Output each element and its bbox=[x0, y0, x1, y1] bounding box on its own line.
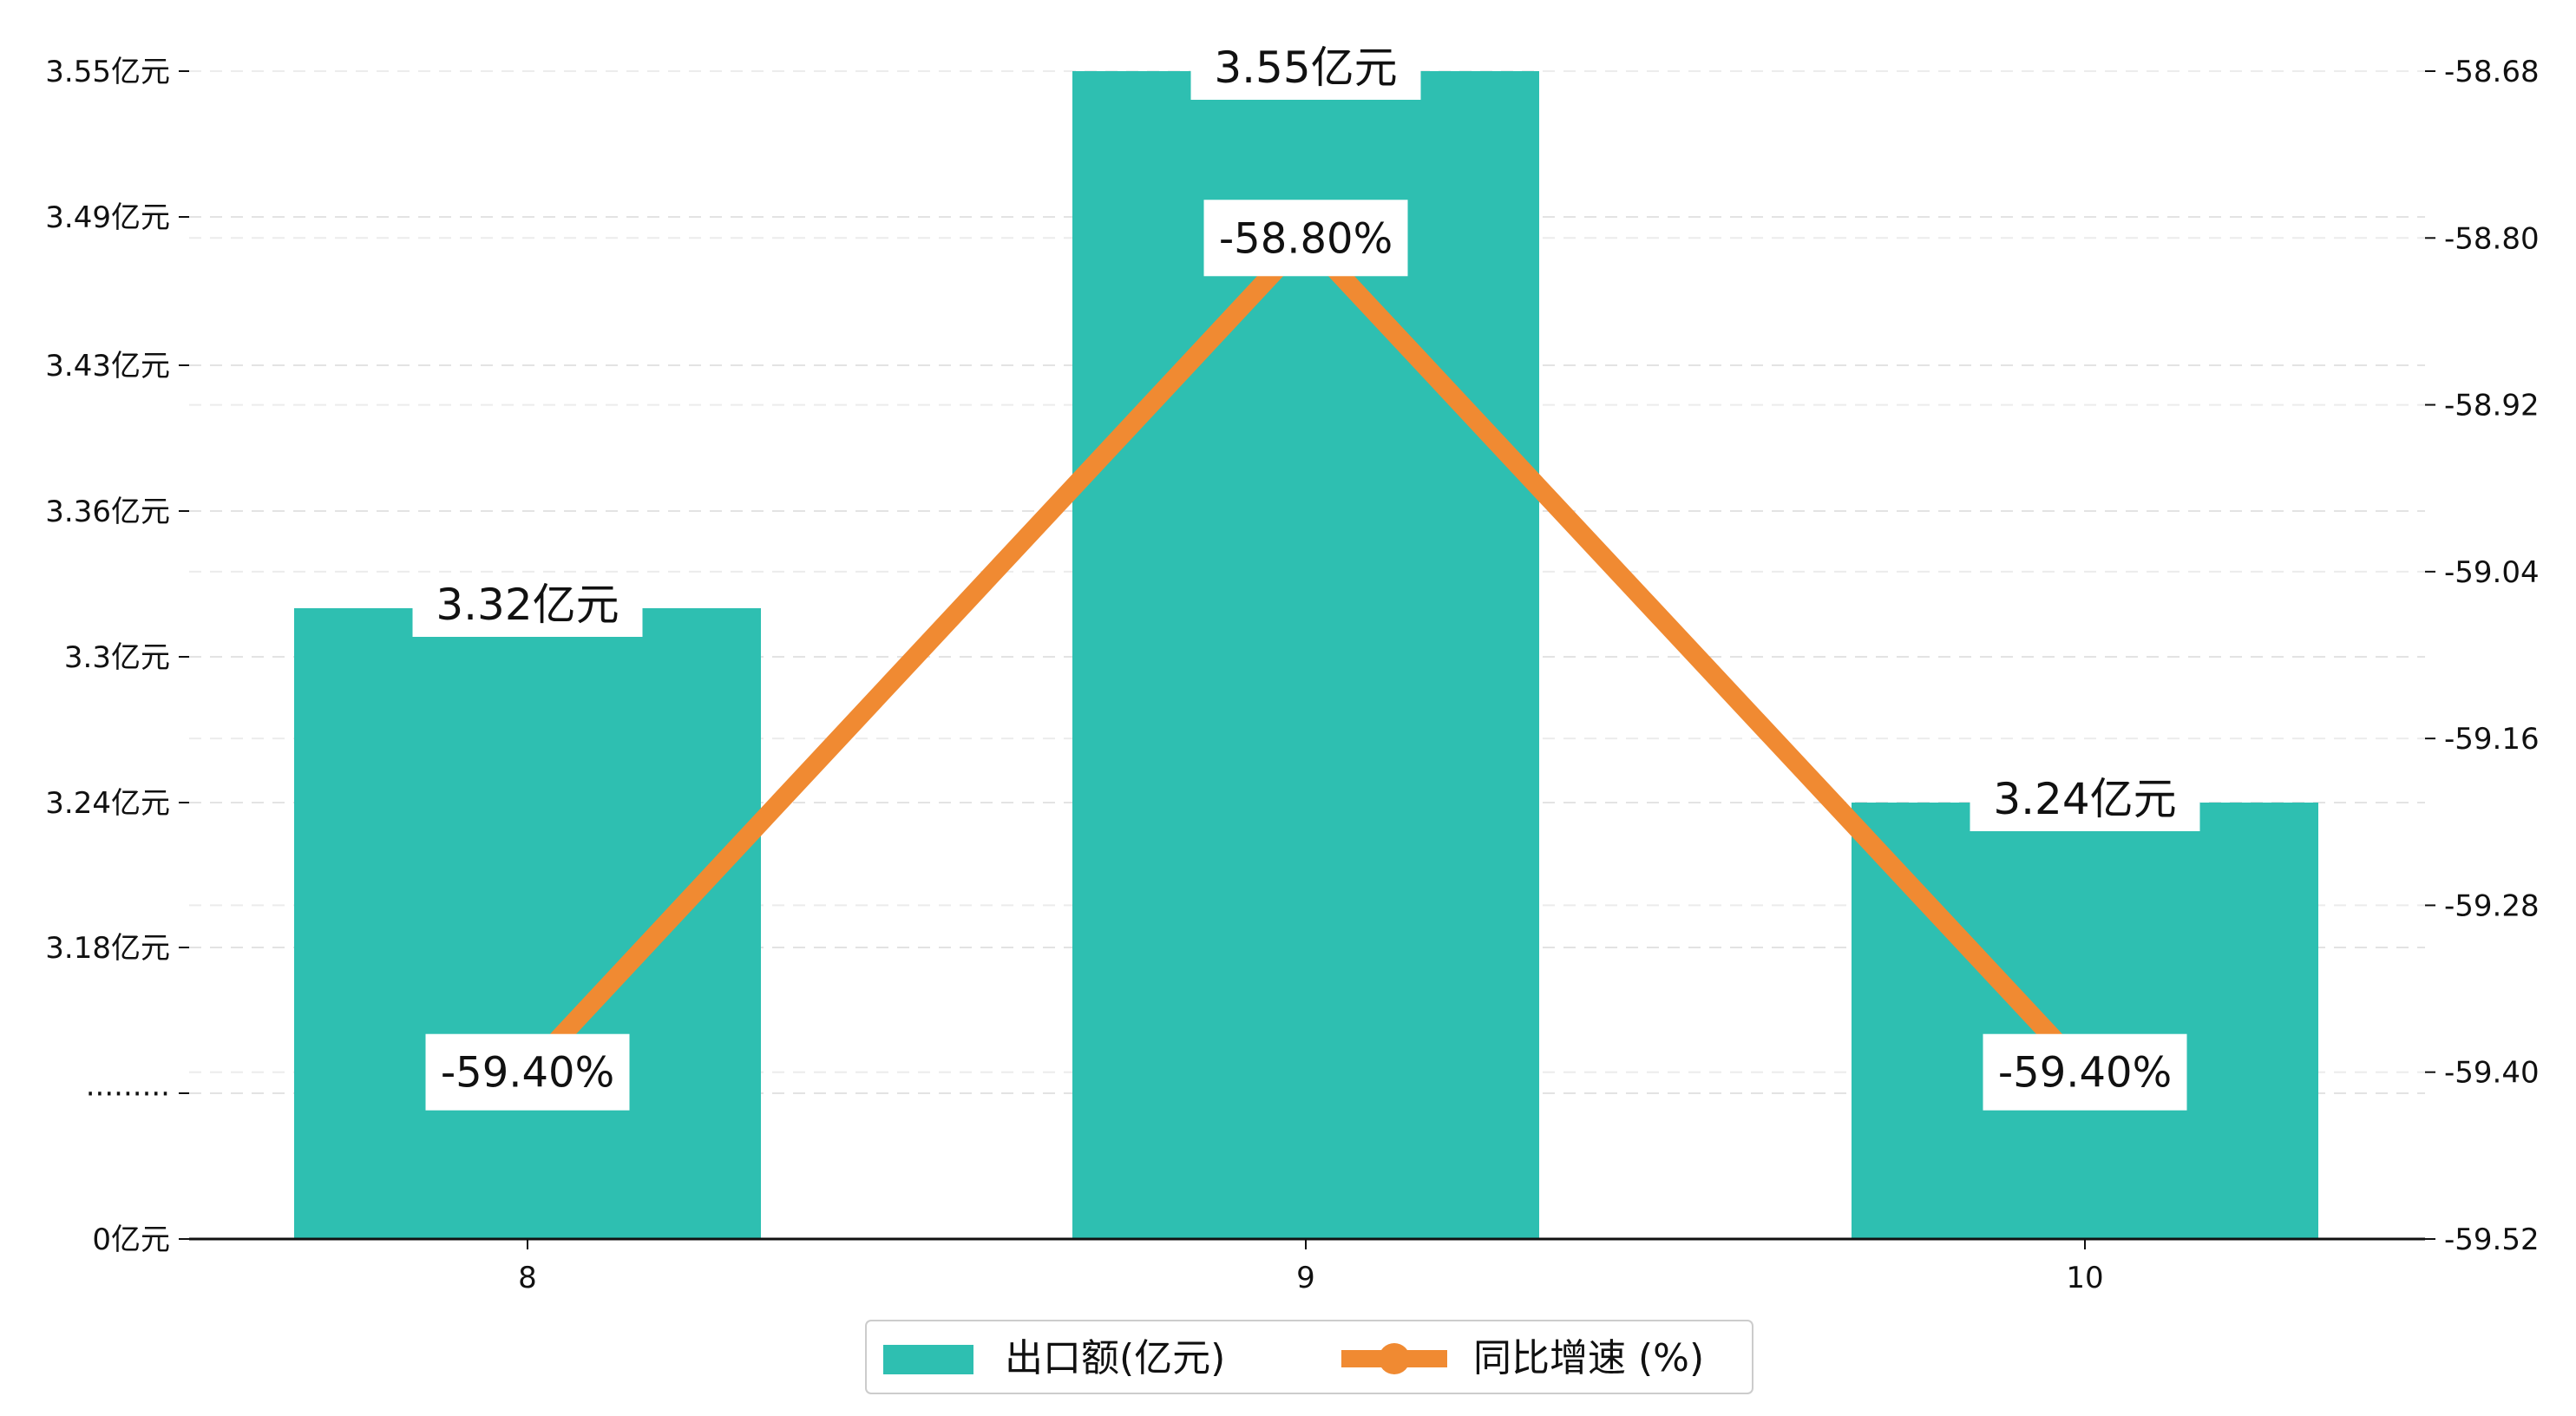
legend-marker-line bbox=[1379, 1343, 1410, 1374]
bar-label-9-box bbox=[1190, 36, 1421, 100]
line-label-10: -59.40% bbox=[1983, 1033, 2187, 1111]
data-labels: 3.32亿元 3.55亿元 3.24亿元 -59.40% -58.80% -59.40% bbox=[412, 36, 2200, 1111]
bar-8 bbox=[294, 608, 761, 1239]
left-tick-label: 3.18亿元 bbox=[45, 931, 170, 966]
bar-label-8-box bbox=[412, 573, 643, 637]
line-label-8-text: -59.40% bbox=[441, 1049, 614, 1098]
axes: 0亿元 ········· 3.18亿元 3.24亿元 3.3亿元 3.36亿元 3.43亿… bbox=[45, 55, 2539, 1295]
bar-label-8: 3.32亿元 bbox=[412, 573, 643, 637]
legend-swatch-bar bbox=[883, 1345, 973, 1374]
left-tick-label: 0亿元 bbox=[92, 1223, 170, 1257]
bar-series bbox=[294, 71, 2318, 1239]
right-tick-label: -59.28 bbox=[2444, 888, 2540, 923]
x-tick-label: 9 bbox=[1296, 1261, 1315, 1295]
legend: 出口额(亿元) 同比增速 (%) bbox=[865, 1320, 1753, 1394]
bar-10 bbox=[1852, 803, 2318, 1239]
legend-label-bar: 出口额(亿元) bbox=[1005, 1336, 1225, 1380]
left-tick-label: 3.43亿元 bbox=[45, 349, 170, 384]
left-tick-label: 3.3亿元 bbox=[64, 640, 170, 675]
bar-label-10-text: 3.24亿元 bbox=[1993, 774, 2176, 824]
line-label-9: -58.80% bbox=[1203, 200, 1408, 277]
bar-label-8-text: 3.32亿元 bbox=[436, 580, 619, 630]
left-tick-label: ········· bbox=[86, 1077, 170, 1111]
bar-label-10: 3.24亿元 bbox=[1970, 767, 2200, 831]
left-tick-label: 3.24亿元 bbox=[45, 786, 170, 821]
x-tick-label: 10 bbox=[2066, 1261, 2103, 1295]
bar-label-10-box bbox=[1970, 767, 2200, 831]
left-tick-label: 3.49亿元 bbox=[45, 200, 170, 235]
legend-box bbox=[865, 1320, 1753, 1394]
bar-label-9: 3.55亿元 bbox=[1190, 36, 1421, 100]
line-label-9-text: -58.80% bbox=[1219, 214, 1393, 263]
right-tick-label: -59.52 bbox=[2444, 1223, 2540, 1257]
left-tick-label: 3.36亿元 bbox=[45, 495, 170, 529]
line-label-8-box bbox=[425, 1033, 630, 1111]
line-label-10-box bbox=[1983, 1033, 2187, 1111]
right-tick-label: -58.68 bbox=[2444, 55, 2540, 89]
line-label-10-text: -59.40% bbox=[1998, 1049, 2172, 1098]
x-tick-label: 8 bbox=[518, 1261, 537, 1295]
right-tick-label: -58.92 bbox=[2444, 389, 2540, 423]
right-tick-label: -59.40 bbox=[2444, 1056, 2540, 1091]
right-tick-label: -59.04 bbox=[2444, 555, 2540, 590]
legend-label-line: 同比增速 (%) bbox=[1473, 1336, 1704, 1380]
right-tick-label: -59.16 bbox=[2444, 722, 2540, 757]
line-label-9-box bbox=[1203, 200, 1408, 277]
right-tick-label: -58.80 bbox=[2444, 221, 2540, 256]
bar-label-9-text: 3.55亿元 bbox=[1214, 43, 1397, 93]
left-tick-label: 3.55亿元 bbox=[45, 55, 170, 89]
line-label-8: -59.40% bbox=[425, 1033, 630, 1111]
